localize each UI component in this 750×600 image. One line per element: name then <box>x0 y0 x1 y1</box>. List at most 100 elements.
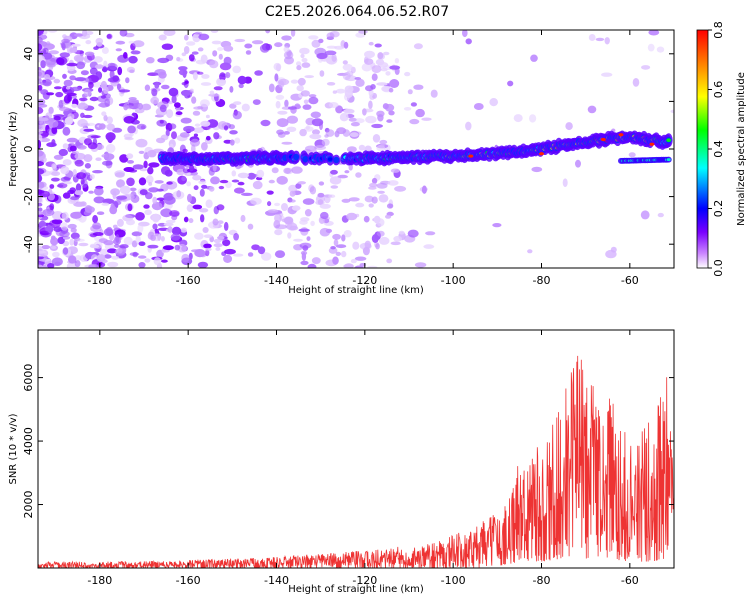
heatmap-cell <box>150 96 160 105</box>
heatmap-cell <box>430 89 438 98</box>
heatmap-cell <box>311 118 324 127</box>
heatmap-cell <box>197 47 204 52</box>
heatmap-cell <box>403 107 412 111</box>
x-tick-label: -140 <box>264 274 289 287</box>
heatmap-cell <box>193 127 205 133</box>
heatmap-cell <box>229 103 237 109</box>
heatmap-cell <box>51 177 60 182</box>
heatmap-cell <box>462 30 468 38</box>
heatmap-cell <box>152 223 158 230</box>
heatmap-cell <box>222 239 231 247</box>
trace-peak <box>468 154 474 158</box>
heatmap-cell <box>284 99 289 108</box>
heatmap-cell <box>205 199 213 208</box>
heatmap-cell <box>132 251 138 258</box>
heatmap-cell <box>413 84 424 90</box>
heatmap-cell <box>425 231 436 236</box>
heatmap-cell <box>88 263 99 268</box>
heatmap-cell <box>465 38 472 45</box>
heatmap-cell <box>46 92 55 96</box>
heatmap-cell <box>83 128 95 132</box>
heatmap-cell <box>319 203 331 209</box>
heatmap-cell <box>218 185 225 190</box>
heatmap-cell <box>297 77 306 86</box>
heatmap-cell <box>80 178 85 185</box>
heatmap-cell <box>513 114 523 123</box>
heatmap-cell <box>74 77 87 82</box>
heatmap-cell <box>312 129 320 135</box>
heatmap-cell <box>310 111 321 119</box>
x-tick-label: -60 <box>621 274 639 287</box>
heatmap-cell <box>181 82 187 86</box>
heatmap-cell <box>229 130 238 135</box>
heatmap-cell <box>38 207 43 212</box>
heatmap-cell <box>369 182 378 188</box>
heatmap-cell <box>70 86 82 92</box>
heatmap-cell <box>107 261 119 268</box>
heatmap-cell <box>325 129 335 137</box>
heatmap-cell <box>38 103 48 108</box>
heatmap-cell <box>76 172 86 180</box>
heatmap-cell <box>252 99 261 105</box>
heatmap-cell <box>199 188 205 197</box>
heatmap-cell <box>343 41 349 49</box>
heatmap-cell <box>365 115 377 124</box>
heatmap-cell <box>274 73 279 82</box>
heatmap-cell <box>209 60 219 69</box>
heatmap-cell <box>358 30 368 34</box>
heatmap-cell <box>92 222 102 230</box>
heatmap-cell <box>58 148 68 157</box>
heatmap-cell <box>308 94 317 98</box>
heatmap-cell <box>304 209 312 217</box>
heatmap-cell <box>109 205 118 215</box>
heatmap-cell <box>290 79 299 84</box>
heatmap-cell <box>167 226 173 233</box>
heatmap-cell <box>229 139 235 146</box>
heatmap-cell <box>69 75 76 81</box>
heatmap-cell <box>346 212 358 221</box>
heatmap-cell <box>281 218 293 223</box>
heatmap-cell <box>38 162 44 166</box>
heatmap-cell <box>67 223 77 229</box>
heatmap-cell <box>61 211 69 220</box>
heatmap-cell <box>260 119 271 127</box>
heatmap-cell <box>371 234 379 243</box>
x-tick-label: -120 <box>352 274 377 287</box>
heatmap-cell <box>225 72 231 79</box>
heatmap-cell <box>181 253 190 263</box>
heatmap-cell <box>158 71 167 79</box>
heatmap-cell <box>159 104 167 113</box>
heatmap-cell <box>181 89 191 97</box>
colorbar-tick-label: 0.0 <box>712 259 725 277</box>
heatmap-cell <box>205 247 212 252</box>
heatmap-cell <box>151 88 158 97</box>
heatmap-cell <box>216 204 225 211</box>
heatmap-cell <box>329 176 342 185</box>
heatmap-cell <box>287 106 297 110</box>
heatmap-cell <box>368 100 373 110</box>
y-tick-label: 6000 <box>22 364 35 392</box>
heatmap-cell <box>184 34 189 41</box>
heatmap-cell <box>311 39 321 48</box>
y-tick-label: 2000 <box>22 491 35 519</box>
heatmap-cell <box>188 252 193 260</box>
heatmap-cell <box>371 73 378 81</box>
heatmap-cell <box>530 54 538 62</box>
heatmap-cell <box>101 47 109 54</box>
heatmap-cell <box>265 30 271 34</box>
heatmap-cell <box>168 123 177 130</box>
x-tick-label: -180 <box>87 274 112 287</box>
x-tick-label: -160 <box>176 574 201 587</box>
heatmap-cell <box>190 138 200 147</box>
heatmap-cell <box>129 69 135 74</box>
heatmap-cell <box>163 222 174 227</box>
heatmap-cell <box>217 220 224 225</box>
heatmap-cell <box>210 30 219 33</box>
heatmap-cell <box>300 90 310 97</box>
heatmap-cell <box>268 179 275 184</box>
heatmap-cell <box>192 174 202 181</box>
heatmap-cell <box>162 245 174 251</box>
heatmap-cell <box>410 102 417 107</box>
heatmap-cell <box>148 162 160 168</box>
heatmap-cell <box>198 208 209 213</box>
